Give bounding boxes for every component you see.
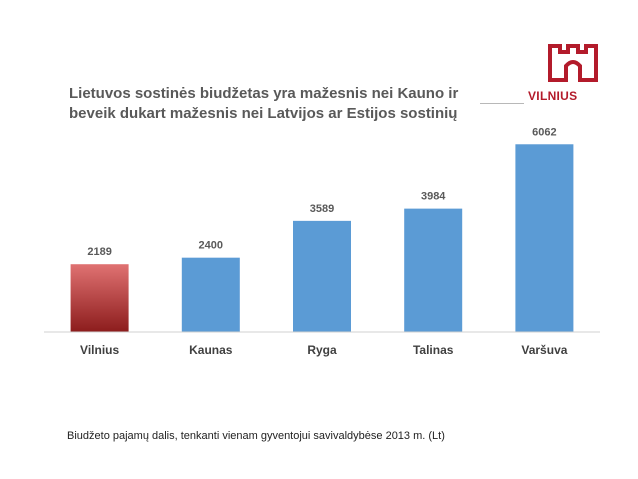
bar-series bbox=[70, 144, 574, 332]
data-label-vilnius: 2189 bbox=[87, 246, 111, 258]
bar-ryga bbox=[293, 220, 351, 332]
title-line-1: Lietuvos sostinės biudžetas yra mažesnis… bbox=[69, 85, 459, 102]
data-labels: 2189 2400 3589 3984 6062 bbox=[87, 126, 556, 258]
category-label-varšuva: Varšuva bbox=[521, 343, 567, 357]
data-label-kaunas: 2400 bbox=[199, 240, 223, 252]
data-label-ryga: 3589 bbox=[310, 203, 334, 215]
bar-varšuva bbox=[515, 144, 574, 332]
category-label-ryga: Ryga bbox=[307, 343, 337, 357]
title-divider bbox=[480, 103, 524, 104]
title-line-2: beveik dukart mažesnis nei Latvijos ar E… bbox=[69, 105, 458, 122]
category-label-vilnius: Vilnius bbox=[80, 343, 119, 357]
data-label-talinas: 3984 bbox=[421, 191, 446, 203]
slide-title: Lietuvos sostinės biudžetas yra mažesnis… bbox=[69, 84, 509, 124]
chart-footnote: Biudžeto pajamų dalis, tenkanti vienam g… bbox=[67, 430, 445, 442]
bar-vilnius bbox=[70, 264, 129, 332]
bar-talinas bbox=[404, 208, 463, 332]
category-label-talinas: Talinas bbox=[413, 343, 454, 357]
category-tick-labels: Vilnius Kaunas Ryga Talinas Varšuva bbox=[80, 343, 568, 357]
vilnius-castle-logo-icon bbox=[548, 44, 598, 82]
category-label-kaunas: Kaunas bbox=[189, 343, 233, 357]
bar-kaunas bbox=[181, 257, 240, 332]
logo-text: VILNIUS bbox=[528, 89, 578, 103]
data-label-varšuva: 6062 bbox=[532, 126, 556, 138]
